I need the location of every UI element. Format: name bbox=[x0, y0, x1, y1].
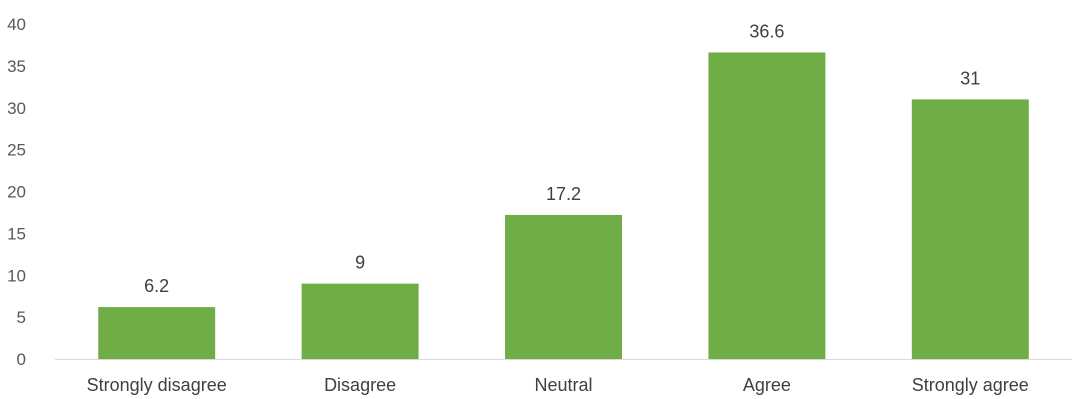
category-label: Strongly disagree bbox=[87, 375, 227, 395]
bar bbox=[911, 99, 1029, 359]
y-tick-label: 10 bbox=[7, 266, 26, 285]
bar bbox=[301, 283, 419, 359]
y-tick-label: 25 bbox=[7, 141, 26, 160]
bar bbox=[708, 52, 826, 359]
y-tick-label: 5 bbox=[17, 308, 26, 327]
data-label: 36.6 bbox=[749, 21, 784, 41]
bar-series bbox=[98, 52, 1029, 359]
data-label: 9 bbox=[355, 253, 365, 273]
y-axis-tick-labels: 0 5 10 15 20 25 30 35 40 bbox=[7, 15, 26, 369]
y-tick-label: 15 bbox=[7, 224, 26, 243]
data-label: 6.2 bbox=[144, 276, 169, 296]
bar bbox=[98, 307, 216, 359]
x-axis-category-labels: Strongly disagree Disagree Neutral Agree Str… bbox=[87, 375, 1029, 395]
y-tick-label: 40 bbox=[7, 15, 26, 34]
data-labels: 6.2 9 17.2 36.6 31 bbox=[144, 21, 980, 296]
y-tick-label: 20 bbox=[7, 183, 26, 202]
y-tick-label: 0 bbox=[17, 350, 26, 369]
category-label: Disagree bbox=[324, 375, 396, 395]
category-label: Agree bbox=[743, 375, 791, 395]
data-label: 17.2 bbox=[546, 184, 581, 204]
data-label: 31 bbox=[960, 68, 980, 88]
y-tick-label: 30 bbox=[7, 99, 26, 118]
y-tick-label: 35 bbox=[7, 57, 26, 76]
category-label: Strongly agree bbox=[912, 375, 1029, 395]
bar bbox=[505, 214, 622, 359]
category-label: Neutral bbox=[534, 375, 592, 395]
